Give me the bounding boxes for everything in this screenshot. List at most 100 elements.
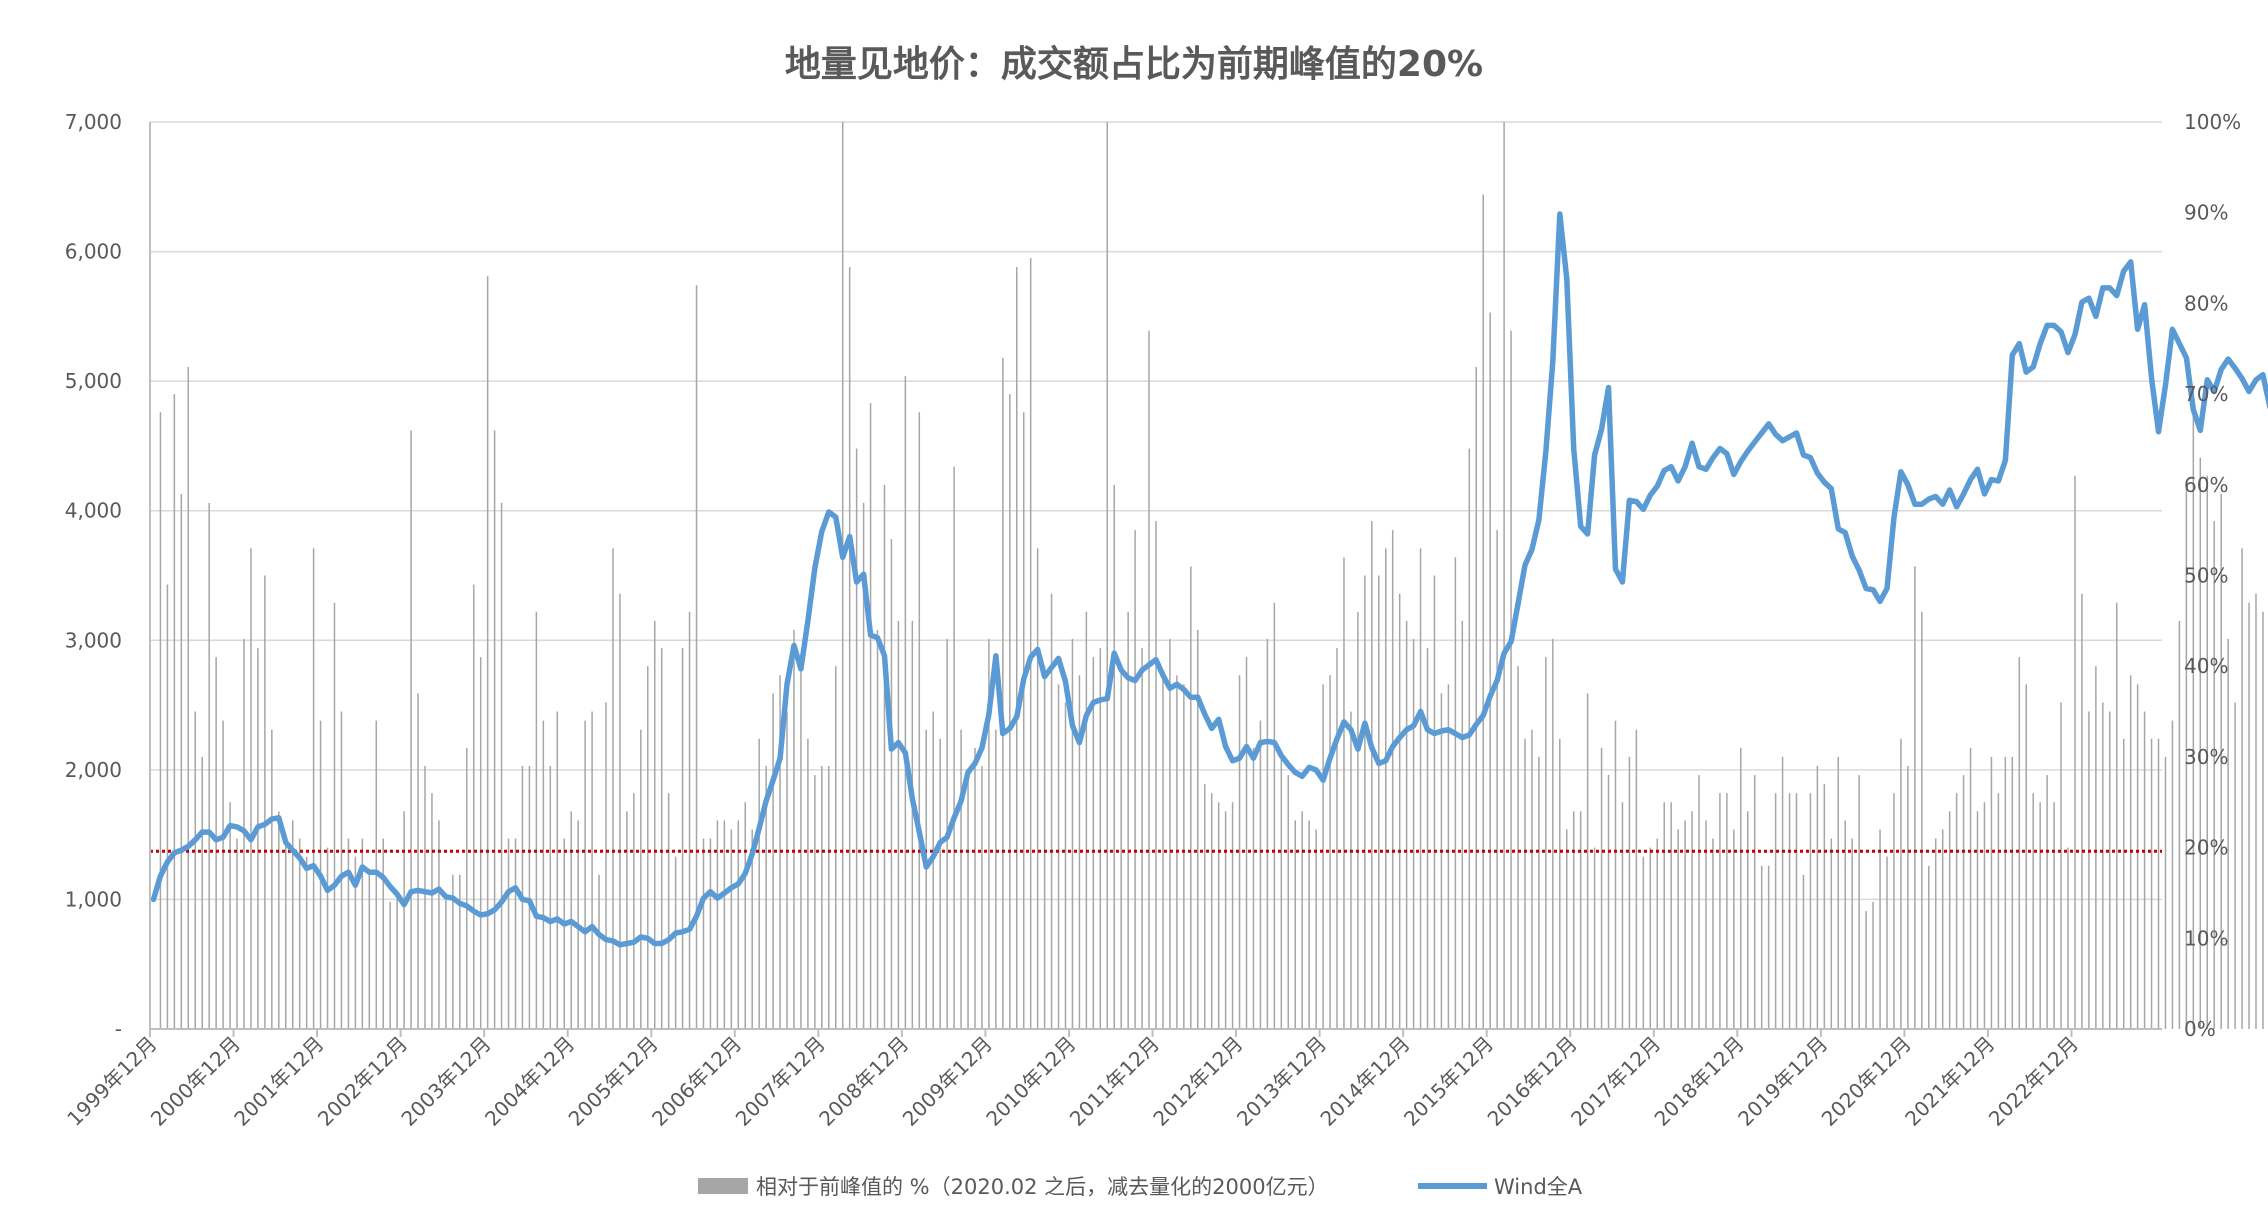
bar	[1545, 657, 1547, 1029]
bar	[605, 702, 607, 1029]
bar	[1726, 793, 1728, 1029]
bar	[1914, 566, 1916, 1029]
bar	[535, 611, 538, 1029]
bar	[222, 720, 224, 1029]
bar	[1684, 820, 1686, 1029]
bar	[640, 729, 642, 1029]
wind-all-a-line	[150, 211, 2268, 948]
bar	[647, 666, 649, 1029]
bar	[1921, 611, 1923, 1029]
bar	[2067, 847, 2069, 1029]
bar	[1280, 756, 1283, 1029]
bar	[1029, 258, 1032, 1029]
bar	[1997, 793, 2000, 1029]
bar	[988, 638, 990, 1029]
bar	[1454, 557, 1457, 1029]
bar	[953, 466, 955, 1029]
bar	[1120, 666, 1122, 1029]
bar	[1190, 566, 1192, 1029]
bar	[2032, 793, 2034, 1029]
bar	[2102, 702, 2104, 1029]
bar	[459, 874, 461, 1029]
bar	[660, 648, 663, 1029]
bar	[1162, 675, 1164, 1029]
bar	[1886, 856, 1888, 1029]
bar	[897, 620, 900, 1029]
bar	[1510, 330, 1512, 1029]
bar	[2164, 756, 2167, 1029]
bar	[1948, 811, 1951, 1029]
bar	[1893, 793, 1895, 1029]
bar	[396, 892, 398, 1029]
left-tick-label: 6,000	[65, 240, 122, 264]
right-tick-label: 50%	[2184, 564, 2228, 588]
bar	[2213, 521, 2215, 1029]
bar	[1593, 847, 1596, 1029]
bar	[730, 829, 733, 1029]
bar	[974, 747, 976, 1029]
bar	[869, 403, 872, 1029]
bar	[2109, 711, 2111, 1029]
bar	[452, 874, 454, 1029]
bar	[493, 430, 496, 1029]
bar	[1482, 194, 1484, 1029]
bar	[1663, 802, 1665, 1029]
bar	[1231, 802, 1234, 1029]
bar	[1468, 448, 1471, 1029]
bar	[626, 811, 628, 1029]
bar	[1928, 865, 1930, 1029]
bar	[1990, 756, 1993, 1029]
bar	[1572, 811, 1575, 1029]
bar	[2060, 702, 2062, 1029]
right-tick-label: 20%	[2184, 836, 2228, 860]
bar	[542, 720, 545, 1029]
bar	[194, 711, 197, 1029]
bar	[737, 820, 740, 1029]
bar	[1197, 629, 1199, 1029]
bar	[911, 620, 914, 1029]
bar	[1900, 738, 1902, 1029]
bar	[709, 838, 712, 1029]
bar	[166, 584, 169, 1029]
bar	[2115, 602, 2118, 1029]
bar	[612, 548, 614, 1029]
bar	[250, 548, 252, 1029]
bar	[1036, 548, 1039, 1029]
bar	[1747, 811, 1749, 1029]
bar	[848, 267, 851, 1029]
bar	[681, 648, 684, 1029]
bar	[445, 892, 447, 1029]
bar	[1879, 829, 1881, 1029]
bar	[1440, 693, 1443, 1029]
bar	[1426, 648, 1429, 1029]
bar	[1628, 756, 1631, 1029]
bar	[1371, 521, 1373, 1029]
bar	[1064, 702, 1067, 1029]
bar	[1378, 575, 1380, 1029]
bar	[2227, 638, 2229, 1029]
bar	[793, 629, 795, 1029]
bar	[1350, 711, 1352, 1029]
legend: 相对于前峰值的 %（2020.02 之后，减去量化的2000亿元） Wind全A	[698, 1175, 1583, 1199]
bar	[1781, 756, 1784, 1029]
bar	[841, 122, 844, 1029]
bar	[1753, 775, 1756, 1029]
bar	[765, 765, 767, 1029]
bar	[2011, 756, 2014, 1029]
bar	[2248, 602, 2250, 1029]
bar	[1600, 747, 1603, 1029]
bar	[2018, 657, 2021, 1029]
bar	[1524, 738, 1526, 1029]
bar	[2157, 738, 2160, 1029]
bar	[424, 765, 426, 1029]
bar	[1802, 874, 1805, 1029]
bar	[1907, 765, 1909, 1029]
bar	[2255, 593, 2257, 1029]
bar	[1865, 911, 1867, 1029]
bar	[932, 711, 934, 1029]
bar	[1844, 820, 1846, 1029]
bar	[1078, 675, 1081, 1029]
bar	[1384, 548, 1387, 1029]
bar	[1837, 756, 1840, 1029]
